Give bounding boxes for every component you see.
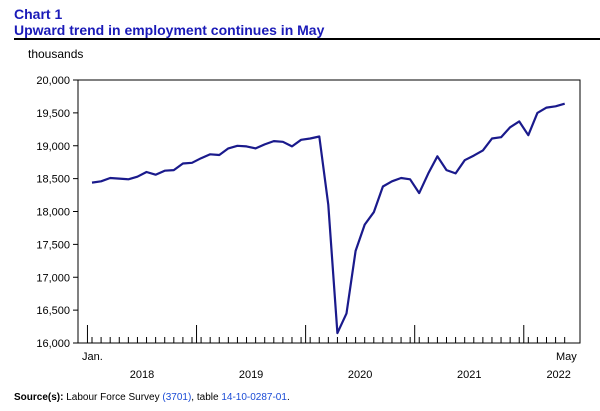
data-point <box>382 186 384 188</box>
survey-link[interactable]: (3701) <box>162 392 192 403</box>
data-point <box>446 169 448 171</box>
data-point <box>555 105 557 107</box>
data-point <box>255 147 257 149</box>
data-point <box>400 177 402 179</box>
y-tick-label: 19,500 <box>36 108 70 120</box>
data-point <box>227 147 229 149</box>
x-axis-ticks <box>86 325 566 343</box>
data-point <box>282 141 284 143</box>
data-point <box>136 176 138 178</box>
data-point <box>246 145 248 147</box>
data-point <box>491 138 493 140</box>
year-label: 2019 <box>239 369 263 381</box>
source-text-after: . <box>286 392 290 403</box>
data-point <box>273 140 275 142</box>
data-point <box>482 149 484 151</box>
series-group <box>91 102 566 335</box>
year-label: 2021 <box>457 369 481 381</box>
y-tick-label: 16,000 <box>36 338 70 350</box>
data-point <box>118 178 120 180</box>
y-axis-ticks: 16,000 16,500 17,000 17,500 18,000 18,500 19,0… <box>36 75 78 350</box>
data-point <box>300 139 302 141</box>
data-point <box>564 103 566 105</box>
data-point <box>264 143 266 145</box>
data-point <box>546 107 548 109</box>
x-axis-labels: Jan. May 2018 2019 2020 2021 2022 <box>82 351 577 381</box>
chart-number: Chart 1 <box>14 6 63 22</box>
source-label: Source(s): <box>14 392 64 403</box>
data-point <box>391 180 393 182</box>
data-point <box>409 178 411 180</box>
chart-header: Chart 1 Upward trend in employment conti… <box>14 6 600 38</box>
data-point <box>464 159 466 161</box>
source-text-middle: , table <box>191 392 222 403</box>
employment-line-chart: thousands 16,000 16,500 17,000 17,500 18,000… <box>28 47 581 381</box>
data-point <box>518 120 520 122</box>
data-point <box>336 332 338 334</box>
year-label: 2018 <box>130 369 154 381</box>
y-tick-label: 20,000 <box>36 75 70 87</box>
data-point <box>191 162 193 164</box>
x-end-label: May <box>556 351 577 363</box>
data-point <box>155 174 157 176</box>
year-label: 2020 <box>348 369 372 381</box>
data-point <box>427 172 429 174</box>
chart-title: Upward trend in employment continues in … <box>14 22 325 38</box>
data-point <box>146 171 148 173</box>
y-axis-label: thousands <box>28 47 83 61</box>
data-point <box>127 178 129 180</box>
year-label: 2022 <box>546 369 570 381</box>
table-link[interactable]: 14-10-0287-01 <box>221 392 287 403</box>
data-point <box>182 163 184 165</box>
employment-series-line <box>91 102 566 335</box>
data-point <box>346 312 348 314</box>
data-point <box>436 155 438 157</box>
data-point <box>473 155 475 157</box>
data-point <box>536 112 538 114</box>
data-point <box>455 172 457 174</box>
y-tick-label: 17,500 <box>36 239 70 251</box>
header-divider <box>14 38 600 40</box>
y-tick-label: 18,000 <box>36 207 70 219</box>
data-point <box>500 136 502 138</box>
data-point <box>109 177 111 179</box>
data-point <box>355 250 357 252</box>
y-tick-label: 19,000 <box>36 141 70 153</box>
data-point <box>209 153 211 155</box>
data-point <box>100 180 102 182</box>
data-point <box>200 157 202 159</box>
data-point <box>164 170 166 172</box>
y-tick-label: 18,500 <box>36 174 70 186</box>
data-point <box>418 192 420 194</box>
data-point <box>291 145 293 147</box>
source-note: Source(s): Labour Force Survey (3701), t… <box>14 392 290 403</box>
data-point <box>373 211 375 213</box>
data-point <box>91 182 93 184</box>
data-point <box>527 134 529 136</box>
data-point <box>173 169 175 171</box>
data-point <box>327 204 329 206</box>
data-point <box>309 138 311 140</box>
source-text-before: Labour Force Survey <box>63 392 163 403</box>
y-tick-label: 16,500 <box>36 305 70 317</box>
data-point <box>236 145 238 147</box>
y-tick-label: 17,000 <box>36 272 70 284</box>
x-start-label: Jan. <box>82 351 103 363</box>
data-point <box>318 136 320 138</box>
data-point <box>364 224 366 226</box>
data-point <box>218 154 220 156</box>
data-point <box>509 126 511 128</box>
